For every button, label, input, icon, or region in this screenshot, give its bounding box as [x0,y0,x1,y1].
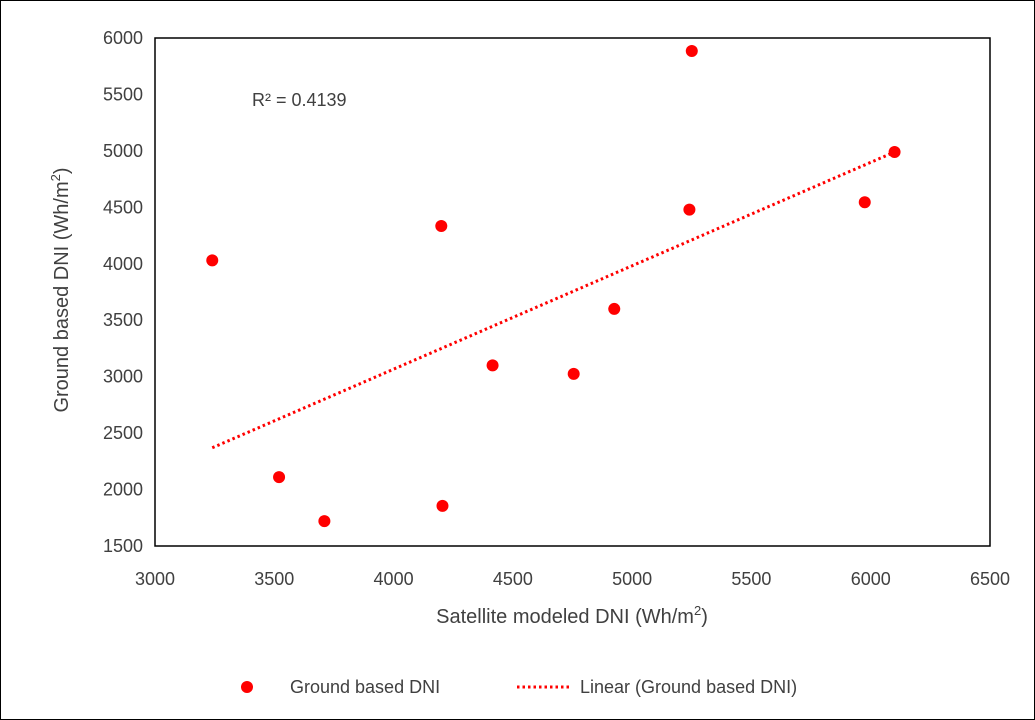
data-point [685,44,698,57]
y-axis-title: Ground based DNI (Wh/m2) [48,167,73,412]
data-point [486,359,499,372]
data-point [206,254,219,267]
y-tick-label: 2500 [103,423,143,443]
data-point [318,515,331,528]
data-point [567,367,580,380]
y-tick-label: 1500 [103,536,143,556]
legend-label-ground-based-dni: Ground based DNI [290,677,440,697]
trendline [211,150,896,450]
data-points [206,44,901,528]
x-tick-label: 5000 [612,569,652,589]
x-tick-label: 4500 [493,569,533,589]
legend-marker-ground-based-dni [241,681,253,693]
x-tick-label: 3000 [135,569,175,589]
y-tick-label: 2000 [103,480,143,500]
x-tick-label: 3500 [254,569,294,589]
y-tick-labels: 1500 2000 2500 3000 3500 4000 4500 5000 5500 6000 [103,28,143,556]
r-squared-annotation: R² = 0.4139 [252,90,347,110]
y-tick-label: 5000 [103,141,143,161]
legend: Ground based DNI Linear (Ground based DN… [241,677,797,697]
data-point [608,302,621,315]
data-point [858,196,871,209]
x-axis-title: Satellite modeled DNI (Wh/m2) [436,603,708,628]
y-tick-label: 5500 [103,84,143,104]
data-point [436,499,449,512]
y-tick-label: 6000 [103,28,143,48]
trendline-group [211,150,896,450]
x-tick-labels: 3000 3500 4000 4500 5000 5500 6000 6500 [135,569,1010,589]
y-tick-label: 3000 [103,367,143,387]
data-point [683,203,696,216]
data-point [435,219,448,232]
y-tick-label: 4500 [103,197,143,217]
plot-area-border [154,37,991,547]
data-point [888,146,901,159]
y-tick-label: 3500 [103,310,143,330]
x-tick-label: 6000 [851,569,891,589]
x-tick-label: 6500 [970,569,1010,589]
x-tick-label: 4000 [374,569,414,589]
y-tick-label: 4000 [103,254,143,274]
legend-label-linear-trendline: Linear (Ground based DNI) [580,677,797,697]
x-tick-label: 5500 [731,569,771,589]
data-point [273,471,286,484]
